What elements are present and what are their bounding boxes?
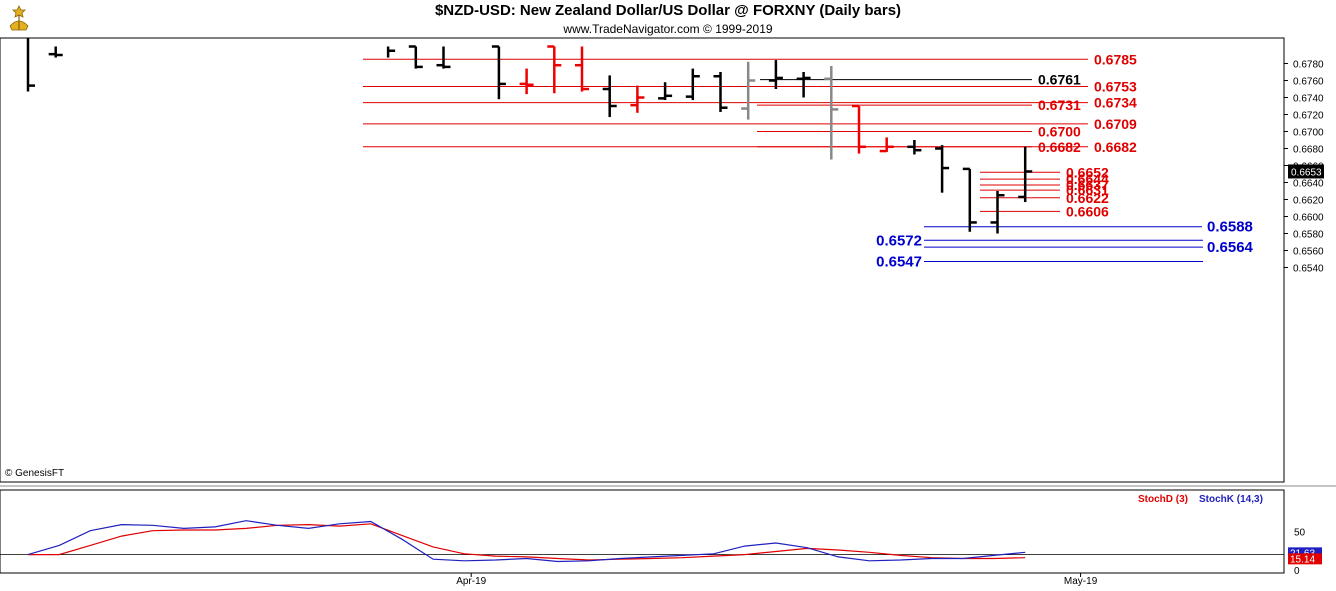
level-label: 0.6753 [1094, 78, 1137, 94]
stoch-d-value-box [1288, 553, 1322, 565]
price-axis-label: 0.6540 [1293, 264, 1324, 275]
last-price-box [1288, 164, 1324, 179]
price-axis-label: 0.6560 [1293, 247, 1324, 258]
price-axis-label: 0.6600 [1293, 213, 1324, 224]
ohlc-bar [768, 60, 783, 89]
time-axis-label: May-19 [1064, 576, 1098, 587]
stoch-k-value-box [1288, 547, 1322, 559]
stoch-d-value: 15.14 [1290, 554, 1315, 565]
price-axis-label: 0.6680 [1293, 145, 1324, 156]
stoch-legend-k: StochK (14,3) [1199, 494, 1263, 505]
price-plot: 0.65400.65600.65800.66000.66200.66400.66… [0, 37, 1324, 483]
ohlc-bar [408, 45, 423, 69]
price-axis-label: 0.6720 [1293, 111, 1324, 122]
price-axis-label: 0.6780 [1293, 60, 1324, 71]
ohlc-bar [630, 85, 645, 113]
level-label: 0.6785 [1094, 51, 1137, 67]
stoch-axis-label: 0 [1294, 566, 1300, 577]
level-label: 0.6588 [1207, 219, 1253, 236]
ohlc-bar [824, 66, 839, 160]
ohlc-bar [547, 45, 562, 94]
stoch-k-line [27, 520, 1026, 563]
ohlc-bar [658, 82, 673, 101]
ohlc-bar [796, 72, 811, 98]
ohlc-bar [491, 45, 506, 100]
ohlc-bar [48, 46, 63, 58]
ohlc-bar [879, 137, 894, 153]
ohlc-bars [26, 38, 1033, 234]
ohlc-bar [519, 68, 534, 95]
ohlc-bar [713, 72, 728, 112]
level-label: 0.6622 [1066, 190, 1109, 206]
ohlc-bar [907, 140, 922, 155]
data-credit: © GenesisFT [5, 468, 65, 479]
price-axis-label: 0.6620 [1293, 196, 1324, 207]
level-label: 0.6734 [1094, 95, 1137, 111]
price-axis-label: 0.6700 [1293, 128, 1324, 139]
ohlc-bar [26, 38, 35, 92]
price-axis-label: 0.6640 [1293, 179, 1324, 190]
ohlc-bar [575, 46, 589, 92]
level-label: 0.6572 [876, 232, 922, 249]
price-axis-label: 0.6740 [1293, 94, 1324, 105]
chart-subtitle: www.TradeNavigator.com © 1999-2019 [563, 22, 773, 36]
ohlc-bar [1018, 146, 1033, 203]
level-label: 0.6700 [1038, 124, 1081, 140]
level-label: 0.6731 [1038, 97, 1081, 113]
stoch-legend-d: StochD (3) [1138, 494, 1188, 505]
price-axis-label: 0.6760 [1293, 77, 1324, 88]
level-label: 0.6631 [1066, 182, 1109, 198]
level-label: 0.6637 [1066, 177, 1109, 193]
ohlc-bar [935, 145, 950, 193]
level-label: 0.6606 [1066, 203, 1109, 219]
level-label: 0.6709 [1094, 116, 1137, 132]
level-label: 0.6682 [1094, 139, 1137, 155]
stoch-d-line [28, 523, 1026, 561]
ohlc-bar [962, 167, 977, 232]
level-label: 0.6761 [1038, 72, 1081, 88]
ohlc-bar [602, 75, 617, 118]
level-label: 0.6652 [1066, 164, 1109, 180]
ohlc-bar [852, 104, 866, 154]
ohlc-bar [741, 61, 756, 120]
stoch-axis-label: 50 [1294, 528, 1306, 539]
ohlc-bar [685, 68, 700, 101]
ohlc-bar [386, 46, 396, 58]
time-axis-label: Apr-19 [456, 576, 486, 587]
level-label: 0.6564 [1207, 239, 1254, 256]
last-price-label: 0.6653 [1291, 167, 1322, 178]
ohlc-bar [436, 46, 451, 69]
stoch-pane-border [0, 489, 1285, 574]
level-label: 0.6644 [1066, 171, 1109, 187]
chart-title: $NZD-USD: New Zealand Dollar/US Dollar @… [434, 2, 902, 19]
level-label: 0.6547 [876, 254, 922, 271]
trade-navigator-logo-icon [9, 5, 29, 31]
price-axis-label: 0.6580 [1293, 230, 1324, 241]
price-pane-border [0, 37, 1285, 483]
ohlc-bar [990, 191, 1005, 234]
level-label: 0.6682 [1038, 139, 1081, 155]
